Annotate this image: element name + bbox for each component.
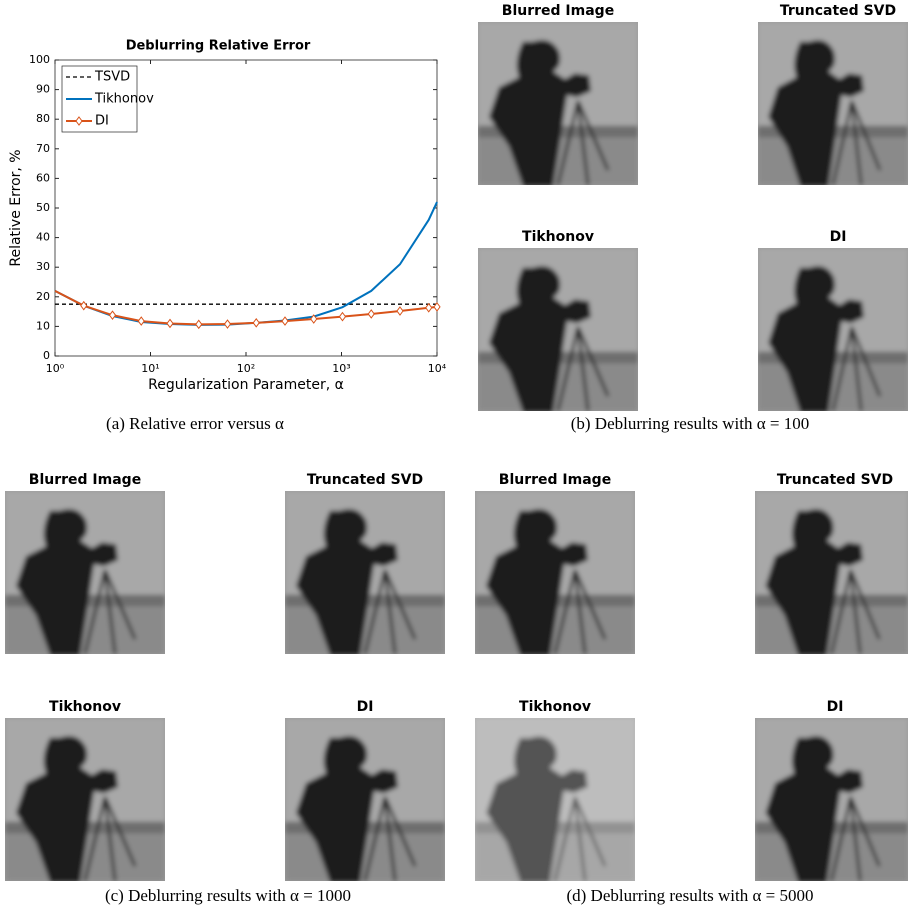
y-tick-label: 60 [36,171,50,184]
legend-label: Tikhonov [94,92,154,107]
marker [80,300,88,311]
image-title: Blurred Image [29,472,141,488]
image [478,248,638,412]
marker [281,316,289,326]
marker [338,311,347,322]
panel-caption: (c) Deblurring results with α = 1000 [105,886,351,905]
image-title: Blurred Image [502,3,614,19]
marker [433,302,441,312]
image [758,22,908,186]
legend-marker [75,116,83,126]
marker [367,309,375,319]
image-title: Tikhonov [522,229,594,245]
x-tick-label: 10⁴ [428,362,447,375]
image-title: DI [830,229,847,245]
marker [137,316,145,326]
marker [166,318,174,329]
x-tick-label: 10² [237,362,255,375]
image-title: Truncated SVD [777,472,893,488]
marker [310,314,318,324]
x-tick-label: 10³ [332,362,350,375]
panel-caption: (b) Deblurring results with α = 100 [571,414,810,433]
y-tick-label: 90 [36,83,50,96]
marker [108,310,117,320]
y-tick-label: 70 [36,142,50,155]
y-tick-label: 20 [36,290,50,303]
image-title: Truncated SVD [307,472,423,488]
image [755,718,908,882]
legend-label: DI [95,114,109,129]
y-tick-label: 80 [36,112,50,125]
y-tick-label: 40 [36,231,50,244]
image-title: DI [827,699,844,715]
image-title: Tikhonov [49,699,121,715]
legend-label: TSVD [94,70,130,85]
y-tick-label: 10 [36,319,50,332]
x-tick-label: 10¹ [141,362,159,375]
panel-caption: (d) Deblurring results with α = 5000 [566,886,813,905]
y-axis-label: Relative Error, % [8,149,24,266]
plot-area: 0 10 20 30 40 50 60 70 80 90 100 10⁰ 10¹ 10² 10³ 10⁴ TSV… [29,53,447,375]
image [285,491,445,655]
x-tick-label: 10⁰ [46,362,65,375]
image-title: Blurred Image [499,472,611,488]
image [755,491,908,655]
image-title: Tikhonov [519,699,591,715]
image [5,491,165,655]
x-axis-label: Regularization Parameter, α [148,377,344,393]
image [285,718,445,882]
y-tick-label: 30 [36,260,50,273]
image-title: Truncated SVD [780,3,896,19]
image [478,22,638,186]
marker [425,302,433,313]
image [758,248,908,412]
image-panels: Blurred Image Truncated SVD Tikhonov DI (b) … [5,3,908,905]
chart-caption: (a) Relative error versus α [106,414,284,433]
marker [252,318,260,328]
y-tick-label: 50 [36,201,50,214]
y-tick-label: 0 [43,349,50,362]
marker [396,306,404,316]
image [5,718,165,882]
image [475,491,635,655]
marker [195,319,203,330]
chart-title: Deblurring Relative Error [126,39,311,54]
image [475,718,635,882]
y-tick-label: 100 [29,53,50,66]
marker [223,319,232,329]
image-title: DI [357,699,374,715]
